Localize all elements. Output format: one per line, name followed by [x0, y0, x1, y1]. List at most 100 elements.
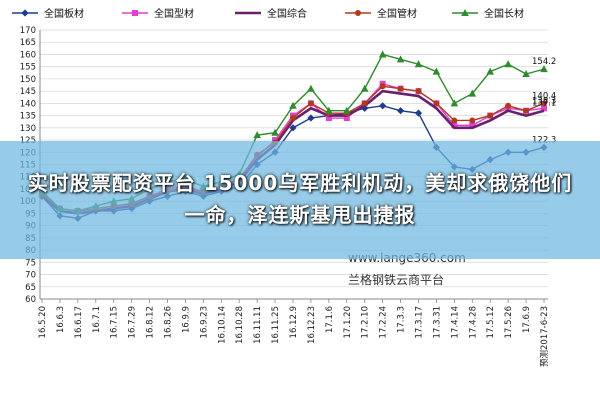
- diamond-marker: [307, 114, 315, 122]
- x-tick-label: 16.6.17: [74, 306, 84, 338]
- x-tick-label: 16.11.25: [271, 306, 281, 344]
- legend-label: 全国综合: [267, 7, 307, 20]
- x-tick-label: 16.12.23: [307, 306, 317, 344]
- x-tick-label: 17.3.17: [415, 306, 425, 338]
- x-tick-label: 16.7.1: [92, 306, 102, 333]
- circle-marker: [397, 85, 404, 92]
- y-tick-label: 170: [20, 26, 36, 36]
- triangle-marker: [461, 9, 469, 16]
- y-tick-label: 130: [20, 124, 36, 134]
- y-tick-label: 160: [20, 50, 36, 60]
- end-value-label: 138.3: [532, 96, 556, 106]
- circle-marker: [307, 100, 314, 107]
- x-tick-label: 17.3.31: [432, 306, 442, 338]
- watermark-name: 兰格钢铁云商平台: [348, 272, 444, 287]
- square-marker: [325, 115, 332, 122]
- circle-marker: [541, 100, 547, 107]
- triangle-marker: [360, 84, 369, 92]
- square-marker: [469, 122, 476, 129]
- end-value-label: 154.2: [532, 57, 556, 67]
- triangle-marker: [271, 128, 279, 136]
- square-marker: [451, 122, 458, 129]
- y-tick-label: 140: [20, 99, 36, 109]
- triangle-marker: [396, 55, 405, 63]
- triangle-marker: [342, 106, 351, 114]
- end-value-label: 140.4: [532, 91, 556, 101]
- x-tick-label: 16.8.26: [164, 306, 174, 338]
- x-tick-label: 17.2.24: [379, 306, 389, 338]
- circle-marker: [433, 100, 440, 107]
- legend-item: 全国管材: [345, 7, 417, 20]
- x-tick-label: 17.4.28: [468, 306, 478, 338]
- triangle-marker: [253, 131, 261, 139]
- triangle-marker: [414, 60, 423, 68]
- square-marker: [132, 10, 138, 16]
- x-tick-label: 16.12.9: [289, 306, 299, 338]
- x-tick-label: 16.9.9: [181, 306, 191, 333]
- x-tick-label: 16.7.29: [128, 306, 138, 338]
- legend-item: 全国综合: [235, 7, 307, 20]
- end-value-label: 137.1: [532, 99, 556, 109]
- y-tick-label: 155: [20, 63, 36, 73]
- circle-marker: [505, 102, 512, 109]
- legend-label: 全国板材: [44, 7, 84, 20]
- triangle-marker: [289, 101, 297, 109]
- circle-marker: [523, 107, 530, 114]
- legend-label: 全国型材: [154, 7, 194, 20]
- x-tick-label: 16.11.11: [253, 306, 263, 344]
- end-value-label: 122.3: [532, 135, 556, 145]
- circle-marker: [355, 10, 361, 16]
- square-marker: [343, 115, 350, 122]
- headline-banner: 实时股票配资平台 15000乌军胜利机动，美却求俄饶他们一命，泽连斯基甩出捷报: [0, 141, 600, 259]
- x-tick-label: 17.6.9: [522, 306, 532, 333]
- triangle-marker: [378, 50, 387, 58]
- y-tick-label: 70: [25, 271, 36, 281]
- x-tick-label: 16.5.20: [38, 306, 48, 338]
- diamond-marker: [21, 9, 29, 17]
- legend-item: 全国型材: [122, 7, 194, 20]
- x-tick-label: 16.9.23: [199, 306, 209, 338]
- triangle-marker: [540, 65, 548, 73]
- legend-item: 全国板材: [12, 7, 84, 20]
- headline-text: 实时股票配资平台 15000乌军胜利机动，美却求俄饶他们一命，泽连斯基甩出捷报: [27, 171, 573, 227]
- circle-marker: [379, 83, 386, 90]
- x-tick-label: 16.10.14: [217, 306, 227, 344]
- diamond-marker: [396, 107, 405, 115]
- triangle-marker: [504, 60, 512, 68]
- triangle-marker: [522, 70, 530, 78]
- x-tick-label: 17.5.26: [504, 306, 514, 338]
- circle-marker: [415, 88, 422, 95]
- square-marker: [541, 105, 547, 112]
- x-tick-label: 17.4.14: [450, 306, 460, 338]
- x-tick-label: 16.6.3: [56, 306, 66, 333]
- y-tick-label: 145: [20, 87, 36, 97]
- x-tick-label: 17.1.20: [343, 306, 353, 338]
- y-tick-label: 150: [20, 75, 36, 85]
- x-tick-label: 17.5.12: [486, 306, 496, 338]
- x-axis: 16.5.20 16.6.3 16.6.17 16.7.1 16.7.15 16.7.29…: [38, 298, 550, 367]
- x-tick-label: 16.7.15: [110, 306, 120, 338]
- triangle-marker: [432, 67, 441, 75]
- legend-label: 全国长材: [484, 7, 524, 20]
- x-tick-label: 16.8.12: [146, 306, 156, 338]
- triangle-marker: [468, 89, 477, 97]
- triangle-marker: [486, 67, 495, 75]
- x-tick-label: 17.1.6: [325, 306, 335, 333]
- x-tick-label: 预测2017-6-23: [539, 306, 550, 367]
- diamond-marker: [289, 124, 297, 132]
- x-tick-label: 16.10.28: [235, 306, 245, 344]
- y-tick-label: 65: [25, 283, 36, 293]
- triangle-marker: [325, 106, 333, 114]
- y-tick-label: 75: [25, 258, 36, 268]
- x-tick-label: 17.3.3: [397, 306, 407, 333]
- triangle-marker: [450, 99, 459, 107]
- diamond-marker: [414, 109, 423, 117]
- legend: 全国板材 全国型材 全国综合 全国管材 全国长材: [12, 7, 524, 20]
- circle-marker: [451, 117, 458, 124]
- legend-item: 全国长材: [452, 7, 524, 20]
- y-tick-label: 165: [20, 38, 36, 48]
- y-tick-label: 135: [20, 112, 36, 122]
- y-tick-label: 60: [25, 295, 36, 305]
- triangle-marker: [307, 84, 315, 92]
